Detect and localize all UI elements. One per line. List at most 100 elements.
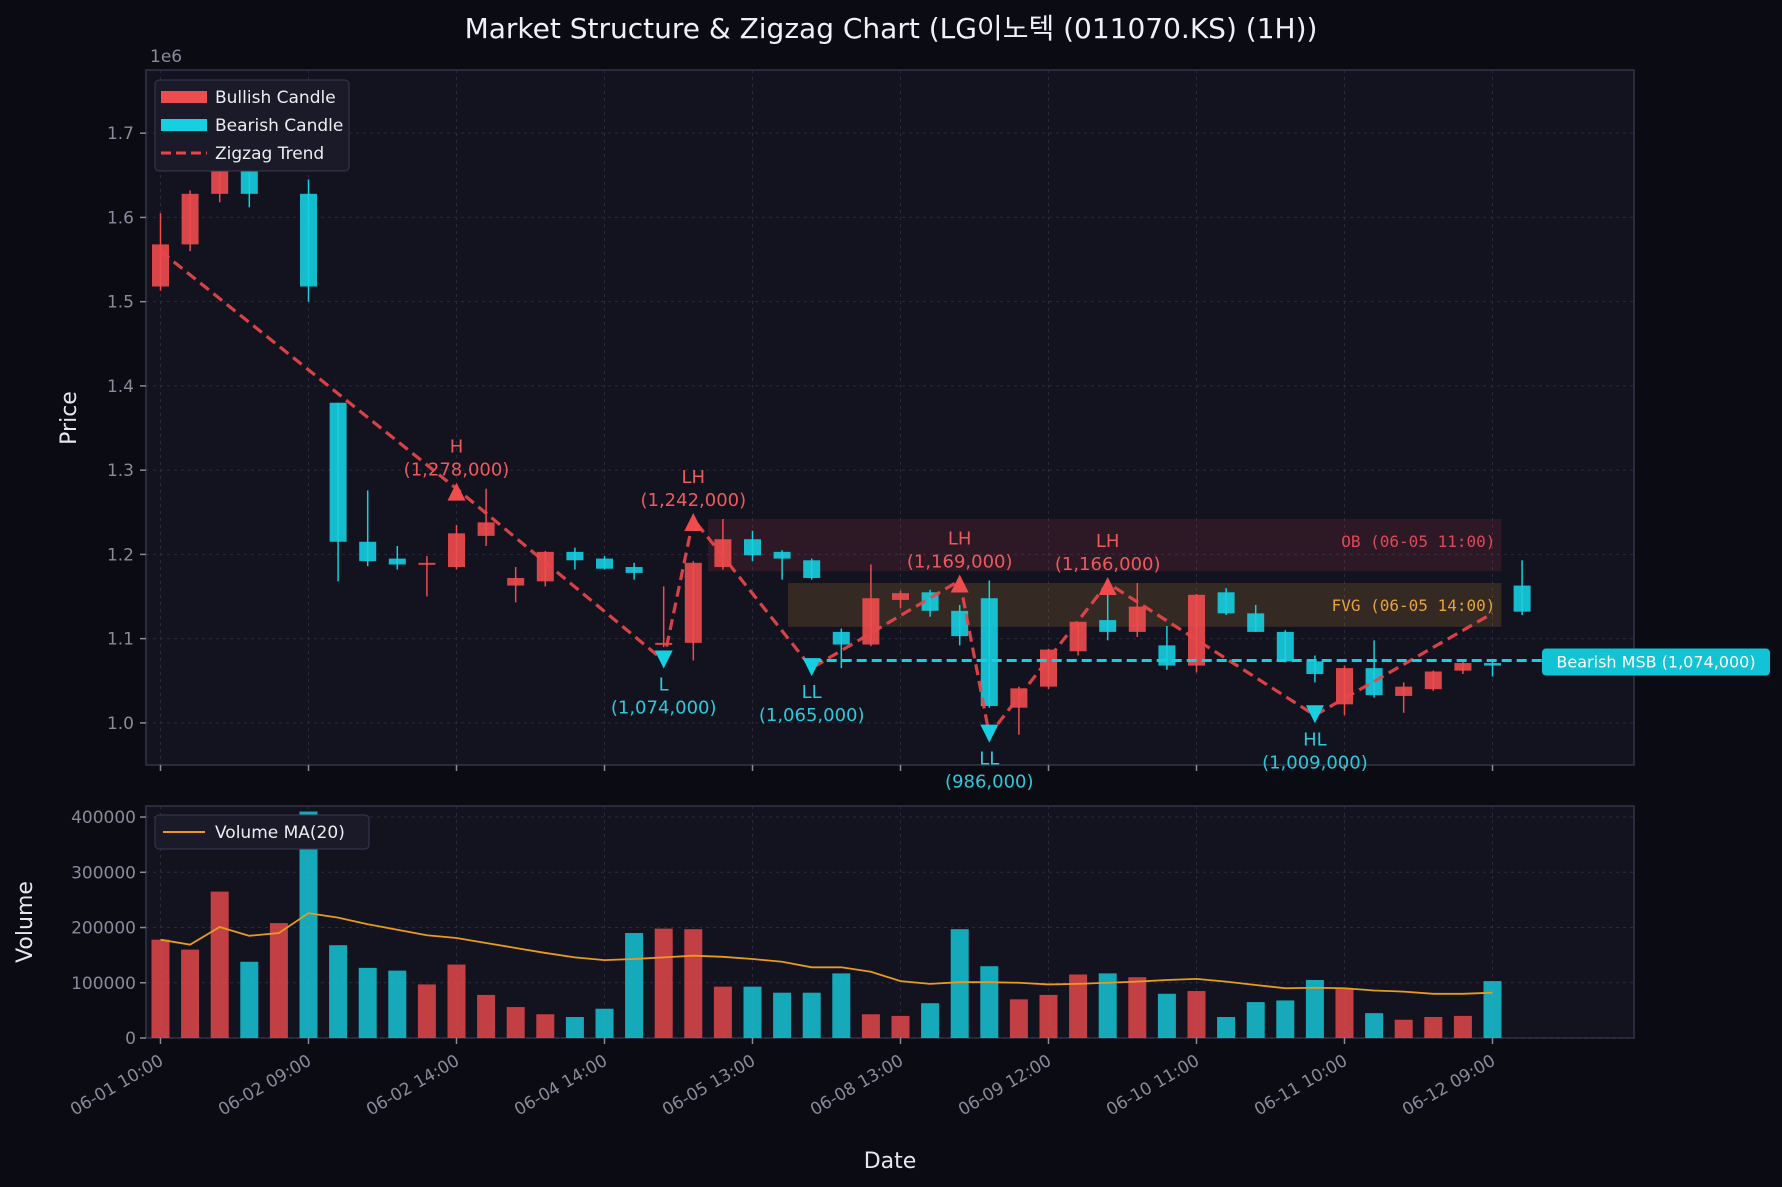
volume-bar [1335, 988, 1354, 1038]
bearish-candle [832, 631, 850, 645]
volume-legend-label: Volume MA(20) [215, 823, 345, 843]
volume-bar [210, 891, 229, 1038]
volume-bar [506, 1007, 525, 1038]
bullish-candle [536, 551, 554, 582]
price-y-tick-label: 1.4 [107, 377, 134, 397]
volume-ma-path [160, 912, 1493, 995]
fvg-zone-label: FVG (06-05 14:00) [1332, 596, 1496, 615]
pivot-value-label: (1,166,000) [1055, 554, 1161, 575]
bullish-candle [1395, 686, 1413, 696]
volume-bar [329, 945, 348, 1038]
volume-bar [1394, 1019, 1413, 1038]
bullish-candle [714, 539, 732, 568]
volume-bar [358, 967, 377, 1038]
pivot-value-label: (1,242,000) [640, 490, 746, 511]
pivot-high-marker [1098, 577, 1117, 596]
volume-legend: Volume MA(20) [154, 814, 370, 850]
msb-label-box [1542, 648, 1770, 676]
price-legend: Bullish Candle Bearish Candle Zigzag Trend [154, 79, 350, 172]
bullish-candle [684, 562, 702, 643]
volume-bar [1305, 980, 1324, 1038]
bearish-candle [1158, 645, 1176, 666]
bearish-candle [1217, 592, 1235, 614]
price-axis-label: Price [57, 391, 82, 445]
pivot-label: LH [948, 529, 972, 550]
pivot-markers: H(1,278,000)L(1,074,000)LH(1,242,000)LL(… [404, 437, 1368, 793]
bearish-candle [1513, 585, 1531, 612]
bullish-legend-swatch [161, 91, 207, 103]
volume-bar [625, 933, 644, 1038]
bearish-candle [1306, 661, 1324, 675]
pivot-high-marker [684, 513, 703, 532]
bearish-candle [1247, 613, 1265, 632]
bullish-candle [1336, 668, 1353, 705]
price-y-tick-label: 1.0 [107, 714, 134, 734]
volume-ma-line [160, 912, 1493, 995]
pivot-label: HL [1303, 729, 1327, 750]
volume-bar [595, 1008, 614, 1038]
bearish-candle [1099, 620, 1117, 632]
chart-title: Market Structure & Zigzag Chart (LG이노텍 (… [465, 12, 1318, 45]
volume-bar [1039, 994, 1058, 1038]
volume-bar [891, 1015, 910, 1038]
volume-y-tick-label: 0 [125, 1029, 136, 1049]
pivot-label: LL [979, 749, 999, 770]
volume-bar [417, 984, 436, 1038]
price-y-tick-label: 1.3 [107, 461, 134, 481]
bullish-candle [152, 244, 169, 287]
volume-bar [980, 966, 999, 1038]
volume-bar [1098, 973, 1117, 1038]
volume-bar [743, 986, 762, 1038]
ob-zone-label: OB (06-05 11:00) [1341, 532, 1495, 551]
bearish-candle [359, 541, 377, 562]
bullish-candle [862, 598, 880, 645]
volume-bar [1246, 1002, 1265, 1038]
volume-bar [684, 929, 703, 1038]
zigzag-trend-line [159, 249, 1494, 739]
pivot-value-label: (1,169,000) [907, 552, 1013, 573]
bearish-candle [803, 560, 821, 578]
bearish-msb-line: Bearish MSB (1,074,000) [811, 648, 1770, 676]
volume-bar [447, 964, 466, 1038]
bullish-candle [507, 577, 525, 586]
volume-bar [802, 992, 821, 1038]
volume-bar [950, 929, 969, 1038]
price-x-tick-marks [159, 765, 1494, 771]
pivot-low-marker [802, 658, 821, 677]
ob-zone [708, 519, 1502, 572]
bearish-candle [951, 610, 969, 637]
bullish-candle [477, 522, 495, 536]
legend-entry-label: Bearish Candle [215, 116, 343, 136]
volume-axis-label: Volume [13, 881, 38, 963]
price-y-tick-label: 1.1 [107, 630, 134, 650]
volume-bar [1009, 999, 1028, 1038]
bullish-candle [448, 533, 465, 568]
bearish-legend-swatch [161, 119, 207, 131]
volume-y-tick-label: 100000 [71, 974, 136, 994]
price-y-tick-label: 1.6 [107, 208, 134, 228]
pivot-label: L [659, 675, 669, 696]
bullish-candle [892, 593, 909, 600]
price-y-tick-label: 1.2 [107, 545, 134, 565]
pivot-value-label: (1,278,000) [404, 460, 510, 481]
volume-bar [1069, 974, 1088, 1038]
pivot-value-label: (986,000) [945, 772, 1033, 793]
pivot-label: LH [682, 467, 706, 488]
msb-label: Bearish MSB (1,074,000) [1556, 653, 1755, 672]
bullish-candle [1128, 606, 1146, 632]
volume-bar [565, 1017, 584, 1038]
bearish-candle [596, 558, 613, 569]
volume-bar [536, 1014, 555, 1038]
price-grid [146, 70, 1634, 765]
volume-bar [240, 961, 259, 1038]
bearish-candle [744, 539, 761, 556]
volume-bar [1453, 1015, 1472, 1038]
price-y-tick-label: 1.5 [107, 293, 134, 313]
pivot-low-marker [654, 650, 673, 669]
price-y-tick-label: 1.7 [107, 124, 134, 144]
volume-bar [1483, 981, 1502, 1038]
volume-bar [773, 992, 792, 1038]
volume-bar [1187, 991, 1206, 1038]
volume-bar [861, 1014, 880, 1038]
